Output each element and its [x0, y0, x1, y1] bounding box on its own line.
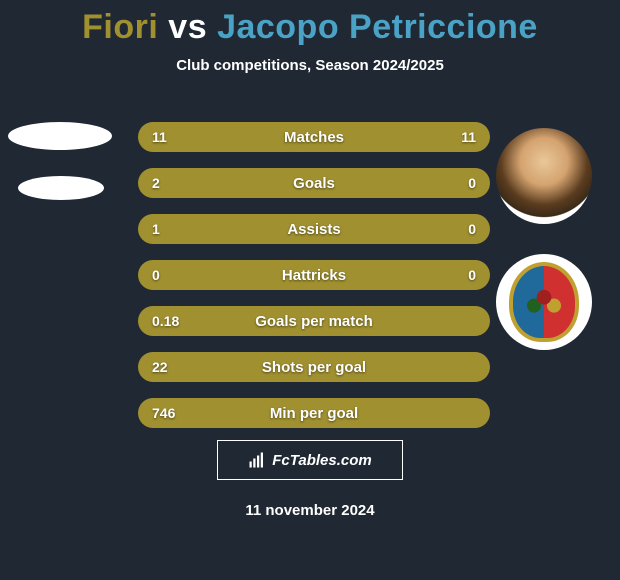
- stat-left-value: 746: [152, 405, 175, 421]
- stat-label: Shots per goal: [138, 359, 490, 376]
- stat-right-value: 0: [468, 267, 476, 283]
- stat-row: 0Hattricks0: [138, 260, 490, 290]
- stat-right-value: 11: [461, 129, 476, 145]
- stat-right-value: 0: [468, 221, 476, 237]
- page-title: Fiori vs Jacopo Petriccione: [0, 0, 620, 47]
- brand-box[interactable]: FcTables.com: [217, 440, 403, 480]
- player-left-avatar-placeholder-1: [8, 122, 112, 150]
- stat-left-value: 0.18: [152, 313, 179, 329]
- stat-row: 0.18Goals per match: [138, 306, 490, 336]
- date-text: 11 november 2024: [245, 502, 374, 519]
- stat-right-value: 0: [468, 175, 476, 191]
- brand-text: FcTables.com: [272, 452, 371, 469]
- club-crest-shield-icon: [509, 262, 579, 342]
- player-right-photo: [496, 128, 592, 224]
- title-vs: vs: [168, 8, 207, 46]
- stat-row: 11Matches11: [138, 122, 490, 152]
- subtitle: Club competitions, Season 2024/2025: [0, 57, 620, 74]
- player-left-avatar-placeholder-2: [18, 176, 104, 200]
- stat-left-value: 2: [152, 175, 160, 191]
- stat-row: 22Shots per goal: [138, 352, 490, 382]
- stat-row: 746Min per goal: [138, 398, 490, 428]
- title-left-name: Fiori: [82, 8, 158, 46]
- stat-left-value: 11: [152, 129, 167, 145]
- stats-container: 11Matches112Goals01Assists00Hattricks00.…: [138, 122, 490, 444]
- stat-row: 2Goals0: [138, 168, 490, 198]
- bars-chart-icon: [248, 451, 266, 469]
- stat-left-value: 1: [152, 221, 160, 237]
- stat-label: Min per goal: [138, 405, 490, 422]
- stat-label: Goals per match: [138, 313, 490, 330]
- stat-row: 1Assists0: [138, 214, 490, 244]
- stat-label: Hattricks: [138, 267, 490, 284]
- stat-label: Assists: [138, 221, 490, 238]
- stat-left-value: 22: [152, 359, 168, 375]
- title-right-name: Jacopo Petriccione: [217, 8, 538, 46]
- stat-left-value: 0: [152, 267, 160, 283]
- stat-label: Matches: [138, 129, 490, 146]
- club-crest-right: [496, 254, 592, 350]
- stat-label: Goals: [138, 175, 490, 192]
